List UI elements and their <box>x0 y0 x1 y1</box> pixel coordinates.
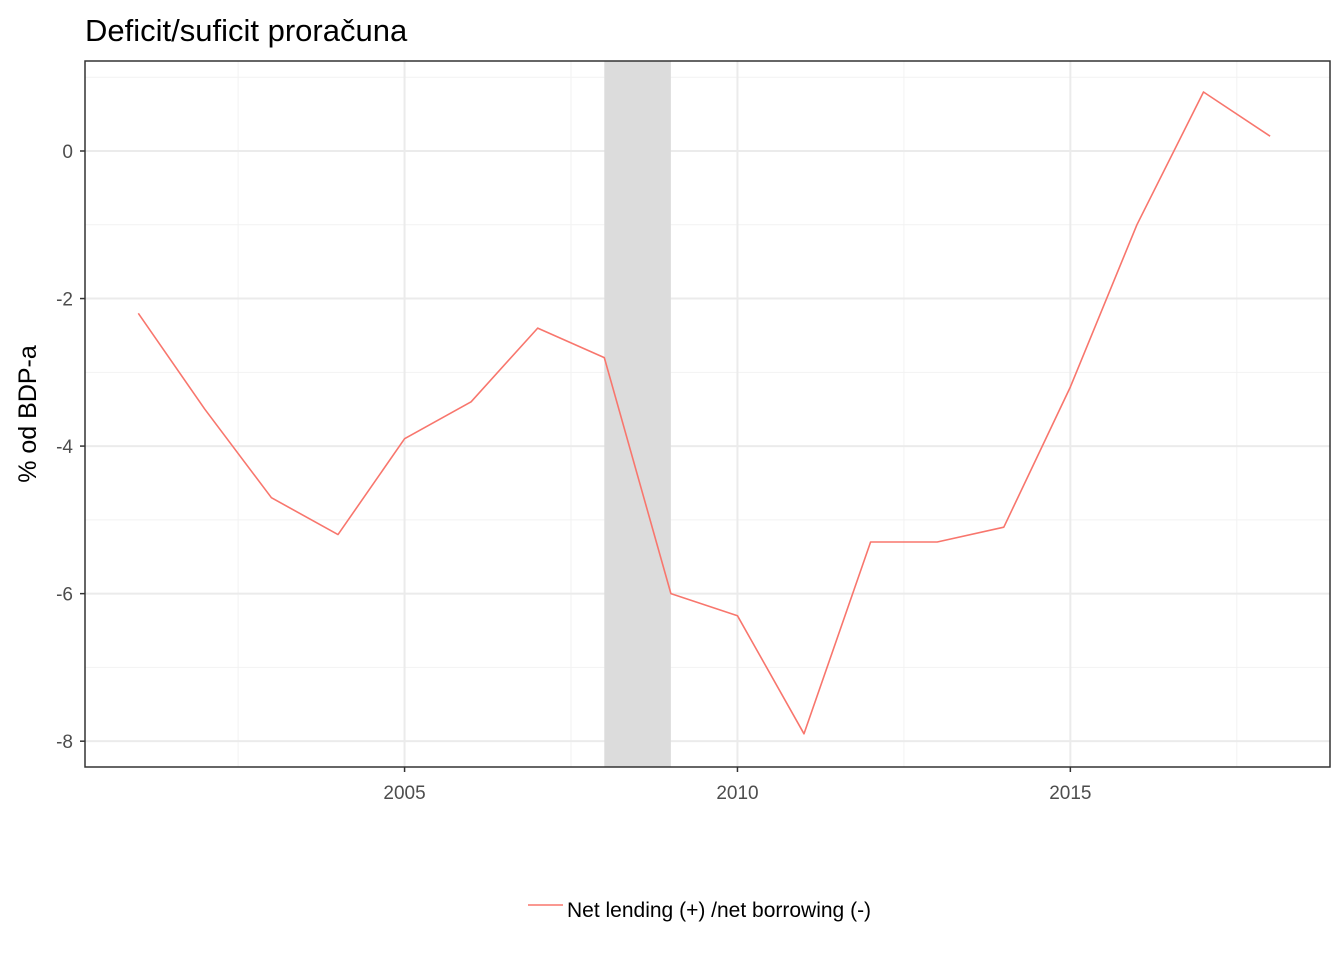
y-axis-ticks: 0 -2 -4 -6 -8 <box>56 142 85 753</box>
shaded-region <box>604 61 671 767</box>
y-tick-label: -6 <box>56 585 73 606</box>
legend-label: Net lending (+) /net borrowing (-) <box>567 899 871 922</box>
x-axis-ticks: 2005 2010 2015 <box>383 767 1091 804</box>
y-tick-label: -8 <box>56 732 73 753</box>
minor-gridlines <box>85 61 1330 767</box>
x-tick-label: 2010 <box>716 783 758 804</box>
y-tick-label: -2 <box>56 290 73 311</box>
plot-panel <box>85 61 1330 767</box>
legend: Net lending (+) /net borrowing (-) <box>528 899 871 922</box>
series-line <box>137 91 1271 735</box>
y-axis-label: % od BDP-a <box>14 345 42 483</box>
plot-border <box>84 60 1331 768</box>
x-tick-label: 2015 <box>1049 783 1091 804</box>
y-tick-label: 0 <box>62 142 73 163</box>
x-tick-label: 2005 <box>383 783 425 804</box>
chart-title: Deficit/suficit proračuna <box>85 13 408 48</box>
major-gridlines <box>85 61 1330 767</box>
y-tick-label: -4 <box>56 437 73 458</box>
